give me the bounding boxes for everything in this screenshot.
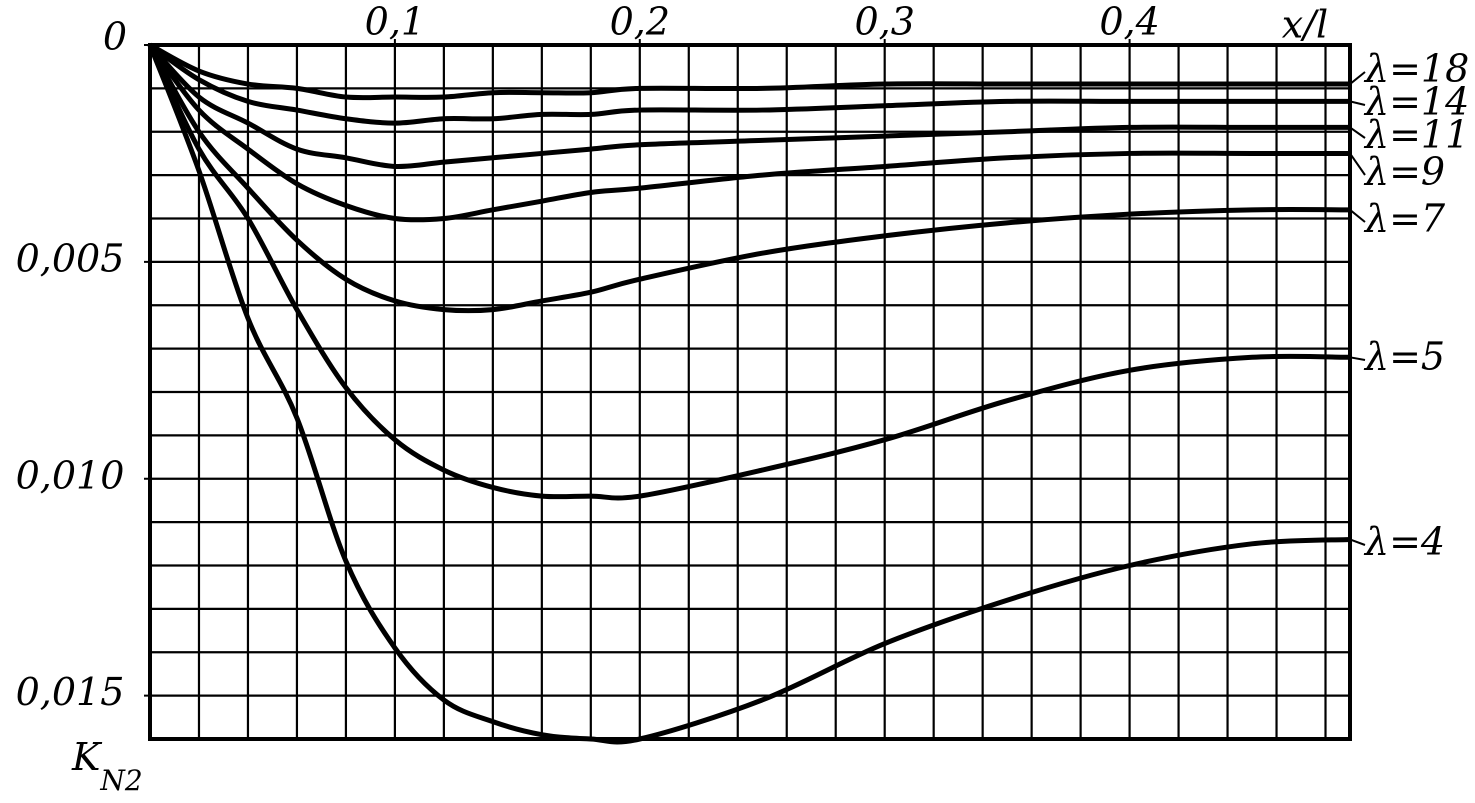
curve xyxy=(148,43,1350,223)
series-label: λ=14 xyxy=(1363,80,1469,124)
curve xyxy=(148,43,1350,170)
x-axis-label: x/l xyxy=(1282,3,1328,47)
x-tick-label: 0,2 xyxy=(610,0,670,44)
y-tick-label: 0,005 xyxy=(16,236,125,280)
plot-frame xyxy=(148,43,1352,741)
y-axis-label-main: K xyxy=(71,735,103,779)
y-axis-label-sub: N2 xyxy=(99,764,142,797)
curve xyxy=(148,42,1350,101)
label-leader xyxy=(1349,100,1366,106)
y-tick-label: 0,015 xyxy=(16,670,125,714)
x-tick-label: 0,4 xyxy=(1099,0,1159,44)
y-axis-label: KN2 xyxy=(71,735,143,797)
curve xyxy=(147,43,1351,501)
series-label: λ=4 xyxy=(1363,520,1445,564)
label-leader xyxy=(1349,538,1366,546)
curve xyxy=(147,44,1351,745)
series-label: λ=18 xyxy=(1363,47,1469,91)
y-tick-label: 0 xyxy=(103,15,127,59)
series-label: λ=9 xyxy=(1363,150,1445,194)
label-leader xyxy=(1349,126,1366,139)
y-tick-label: 0,010 xyxy=(16,453,125,497)
series-label: λ=11 xyxy=(1363,113,1469,157)
label-leader xyxy=(1349,209,1366,223)
series-label: λ=5 xyxy=(1363,335,1445,379)
series-label: λ=7 xyxy=(1363,197,1446,241)
x-tick-label: 0,3 xyxy=(854,0,914,44)
label-leader xyxy=(1349,152,1366,176)
label-leader xyxy=(1349,356,1366,361)
curve xyxy=(148,42,1351,126)
label-leader xyxy=(1349,71,1366,85)
curve xyxy=(147,43,1351,314)
x-tick-label: 0,1 xyxy=(365,0,425,44)
